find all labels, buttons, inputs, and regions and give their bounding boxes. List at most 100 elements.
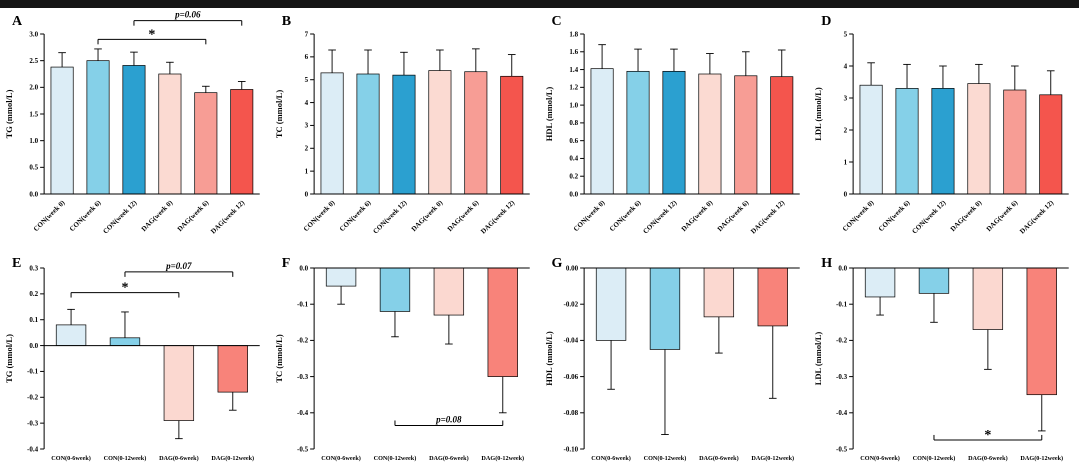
svg-text:-0.2: -0.2 bbox=[836, 337, 848, 345]
svg-text:4: 4 bbox=[304, 99, 308, 107]
panel-letter-a: A bbox=[12, 14, 23, 29]
svg-text:0.1: 0.1 bbox=[29, 316, 38, 324]
chart-panel-g: G -0.10 -0.08 -0.06 -0.04 -0.02 0.00 CON(0-6we… bbox=[539, 254, 810, 465]
svg-text:CON(0-6week): CON(0-6week) bbox=[861, 455, 901, 462]
svg-text:LDL (mmol/L): LDL (mmol/L) bbox=[813, 87, 823, 141]
svg-text:*: * bbox=[985, 428, 992, 443]
svg-text:0.0: 0.0 bbox=[29, 190, 38, 198]
svg-text:CON(week 6): CON(week 6) bbox=[877, 198, 912, 233]
svg-text:-0.3: -0.3 bbox=[297, 373, 309, 381]
svg-text:CON(0-12week): CON(0-12week) bbox=[643, 455, 686, 462]
svg-text:-0.2: -0.2 bbox=[297, 337, 309, 345]
svg-text:DAG(week 12): DAG(week 12) bbox=[1019, 198, 1056, 235]
svg-text:CON(week 0): CON(week 0) bbox=[32, 198, 67, 233]
svg-text:0.3: 0.3 bbox=[29, 264, 38, 272]
svg-text:0.0: 0.0 bbox=[29, 342, 38, 350]
svg-text:DAG(0-6week): DAG(0-6week) bbox=[429, 455, 469, 462]
svg-text:HDL (mmol/L): HDL (mmol/L) bbox=[544, 87, 554, 142]
svg-text:TG (mmol/L): TG (mmol/L) bbox=[4, 334, 14, 383]
svg-text:*: * bbox=[148, 27, 155, 42]
svg-text:2: 2 bbox=[304, 145, 308, 153]
svg-text:1: 1 bbox=[844, 158, 848, 166]
svg-text:5: 5 bbox=[304, 76, 308, 84]
svg-text:DAG(0-12week): DAG(0-12week) bbox=[751, 455, 794, 462]
svg-text:2: 2 bbox=[844, 126, 848, 134]
svg-text:DAG(week 0): DAG(week 0) bbox=[679, 198, 714, 233]
svg-text:CON(week 0): CON(week 0) bbox=[841, 198, 876, 233]
svg-text:DAG(0-12week): DAG(0-12week) bbox=[1021, 455, 1064, 462]
svg-text:4: 4 bbox=[844, 62, 848, 70]
svg-text:-0.3: -0.3 bbox=[27, 419, 39, 427]
svg-text:DAG(week 0): DAG(week 0) bbox=[949, 198, 984, 233]
svg-text:p=0.08: p=0.08 bbox=[435, 414, 462, 424]
svg-text:DAG(week 12): DAG(week 12) bbox=[479, 198, 516, 235]
svg-text:DAG(week 6): DAG(week 6) bbox=[985, 198, 1020, 233]
svg-text:CON(0-6week): CON(0-6week) bbox=[51, 455, 91, 462]
chart-panel-h: H -0.5 -0.4 -0.3 -0.2 -0.1 0.0 CON(0-6week) CON… bbox=[809, 254, 1079, 465]
svg-text:1.5: 1.5 bbox=[29, 110, 38, 118]
svg-text:DAG(week 6): DAG(week 6) bbox=[446, 198, 481, 233]
svg-text:1.2: 1.2 bbox=[569, 84, 578, 92]
svg-text:CON(week 12): CON(week 12) bbox=[641, 198, 678, 235]
svg-text:0: 0 bbox=[844, 190, 848, 198]
svg-text:DAG(0-12week): DAG(0-12week) bbox=[481, 455, 524, 462]
svg-text:3: 3 bbox=[844, 94, 848, 102]
svg-text:3: 3 bbox=[304, 122, 308, 130]
svg-text:DAG(0-12week): DAG(0-12week) bbox=[211, 455, 254, 462]
browser-top-bar bbox=[0, 0, 1079, 8]
svg-text:CON(0-12week): CON(0-12week) bbox=[104, 455, 147, 462]
svg-text:-0.10: -0.10 bbox=[563, 445, 578, 453]
bar-chart-tc: 0 1 2 3 4 5 6 7 CON(week 0) CON(week 6)CON(week 1… bbox=[274, 30, 530, 236]
svg-text:DAG(week 0): DAG(week 0) bbox=[410, 198, 445, 233]
svg-text:CON(week 6): CON(week 6) bbox=[338, 198, 373, 233]
svg-text:-0.4: -0.4 bbox=[297, 409, 309, 417]
bar-chart-delta-tg: -0.4 -0.3 -0.2 -0.1 0.0 0.1 0.2 0.3 CON(0-6week)… bbox=[4, 261, 260, 462]
svg-text:HDL (mmol/L): HDL (mmol/L) bbox=[544, 331, 554, 386]
svg-text:1.8: 1.8 bbox=[569, 30, 578, 38]
svg-text:-0.5: -0.5 bbox=[836, 445, 848, 453]
chart-panel-a: A 0.0 0.5 1.0 1.5 2.0 2.5 3.0 CON(week 0) CON(we… bbox=[0, 8, 270, 254]
svg-text:1.4: 1.4 bbox=[569, 66, 578, 74]
chart-panel-b: B 0 1 2 3 4 5 6 7 CON(week 0) CON(week 6) CON(week… bbox=[269, 8, 540, 254]
svg-text:0.0: 0.0 bbox=[569, 190, 578, 198]
svg-text:DAG(week 12): DAG(week 12) bbox=[749, 198, 786, 235]
svg-text:0.00: 0.00 bbox=[565, 264, 578, 272]
svg-text:0.4: 0.4 bbox=[569, 155, 578, 163]
svg-text:2.5: 2.5 bbox=[29, 57, 38, 65]
svg-text:TC (mmol/L): TC (mmol/L) bbox=[274, 334, 284, 382]
svg-text:CON(week 6): CON(week 6) bbox=[68, 198, 103, 233]
svg-text:*: * bbox=[121, 281, 128, 296]
svg-text:DAG(week 6): DAG(week 6) bbox=[715, 198, 750, 233]
svg-text:-0.3: -0.3 bbox=[836, 373, 848, 381]
svg-text:-0.08: -0.08 bbox=[563, 409, 578, 417]
chart-panel-c: C 0.0 0.2 0.4 0.6 0.8 1.0 1.2 1.4 1.6 1.8 CON(week… bbox=[539, 8, 810, 254]
svg-text:0.2: 0.2 bbox=[29, 290, 38, 298]
svg-text:TC (mmol/L): TC (mmol/L) bbox=[274, 90, 284, 138]
svg-text:7: 7 bbox=[304, 30, 308, 38]
svg-text:-0.5: -0.5 bbox=[297, 445, 309, 453]
svg-text:DAG(week 0): DAG(week 0) bbox=[140, 198, 175, 233]
svg-text:-0.4: -0.4 bbox=[836, 409, 848, 417]
bar-chart-delta-hdl: -0.10 -0.08 -0.06 -0.04 -0.02 0.00 CON(0-6week… bbox=[544, 264, 800, 462]
svg-text:p=0.07: p=0.07 bbox=[165, 261, 192, 271]
svg-text:-0.06: -0.06 bbox=[563, 373, 578, 381]
svg-text:CON(week 12): CON(week 12) bbox=[101, 198, 138, 235]
panel-letter-f: F bbox=[281, 256, 291, 271]
svg-text:0.0: 0.0 bbox=[839, 264, 848, 272]
svg-text:1: 1 bbox=[304, 167, 308, 175]
svg-text:0: 0 bbox=[304, 190, 308, 198]
svg-text:DAG(0-6week): DAG(0-6week) bbox=[159, 455, 199, 462]
svg-text:2.0: 2.0 bbox=[29, 84, 38, 92]
svg-text:0.5: 0.5 bbox=[29, 164, 38, 172]
svg-text:CON(0-6week): CON(0-6week) bbox=[591, 455, 631, 462]
svg-text:-0.4: -0.4 bbox=[27, 445, 39, 453]
svg-text:CON(week 12): CON(week 12) bbox=[911, 198, 948, 235]
svg-text:-0.1: -0.1 bbox=[27, 368, 39, 376]
svg-text:1.0: 1.0 bbox=[29, 137, 38, 145]
svg-text:CON(week 0): CON(week 0) bbox=[302, 198, 337, 233]
svg-text:CON(week 6): CON(week 6) bbox=[608, 198, 643, 233]
bar-chart-delta-tc: -0.5 -0.4 -0.3 -0.2 -0.1 0.0 CON(0-6week) CON(0… bbox=[274, 264, 530, 462]
panel-letter-d: D bbox=[821, 14, 832, 29]
